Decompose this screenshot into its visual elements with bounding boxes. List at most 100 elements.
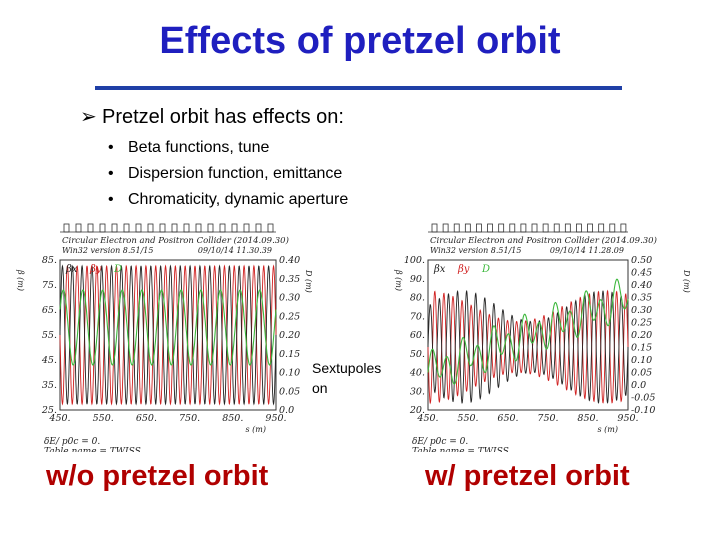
y-left-tick-label: 85. xyxy=(42,255,57,266)
y-right-tick-label: 0.10 xyxy=(279,368,300,379)
lattice-element-marker xyxy=(207,223,214,233)
y-right-tick-label: 0.45 xyxy=(631,268,652,279)
x-tick-label: 750. xyxy=(537,413,558,424)
y-left-axis-label: β (m) xyxy=(16,269,25,291)
y-right-tick-label: 0.35 xyxy=(279,274,300,285)
x-tick-label: 550. xyxy=(457,413,478,424)
lattice-element-marker xyxy=(159,223,166,233)
annotation-line-1: Sextupoles xyxy=(312,360,382,376)
chart-footer-energy: δE/ p0c = 0. xyxy=(44,437,100,447)
lattice-element-marker xyxy=(587,223,593,233)
y-right-tick-label: 0.50 xyxy=(631,255,652,266)
legend-entry: βx xyxy=(65,264,78,275)
y-left-tick-label: 90. xyxy=(410,274,425,285)
lattice-element-marker xyxy=(531,223,538,233)
y-right-tick-label: 0.25 xyxy=(631,318,652,329)
y-right-tick-label: 0.20 xyxy=(279,330,300,341)
y-right-axis-label: D (m) xyxy=(682,269,691,293)
lattice-element-marker xyxy=(564,223,571,233)
chart-footer-energy: δE/ p0c = 0. xyxy=(412,437,468,447)
y-left-tick-label: 45. xyxy=(41,355,57,366)
y-right-tick-label: 0.35 xyxy=(631,293,652,304)
lattice-element-marker xyxy=(464,223,471,233)
y-left-tick-label: 55. xyxy=(42,330,57,341)
y-left-tick-label: 50. xyxy=(410,349,425,360)
lattice-element-marker xyxy=(476,223,482,233)
lattice-element-marker xyxy=(111,223,118,233)
beta-x-series-line xyxy=(59,264,277,406)
caption-without-pretzel: w/o pretzel orbit xyxy=(46,460,269,492)
legend-entry: βy xyxy=(457,264,470,275)
beta-plot-without-pretzel: Circular Electron and Positron Collider … xyxy=(16,223,312,452)
lattice-element-marker xyxy=(498,223,505,233)
y-right-tick-label: -0.05 xyxy=(631,393,655,404)
lattice-element-marker xyxy=(453,223,460,233)
lattice-element-marker xyxy=(99,223,106,233)
lattice-element-marker xyxy=(255,223,262,233)
sub-bullet: Chromaticity, dynamic aperture xyxy=(108,187,348,213)
sub-bullet-list: Beta functions, tune Dispersion function… xyxy=(108,135,348,213)
y-left-tick-label: 30. xyxy=(410,386,425,397)
beta-plot-with-pretzel: Circular Electron and Positron Collider … xyxy=(394,223,691,452)
x-tick-label: 550. xyxy=(93,413,114,424)
y-right-axis-label: D (m) xyxy=(304,269,312,293)
slide-title: Effects of pretzel orbit xyxy=(159,20,561,62)
x-axis-label: s (m) xyxy=(246,425,266,434)
y-right-tick-label: 0.40 xyxy=(631,280,652,291)
lattice-element-marker xyxy=(243,223,250,233)
chart-timestamp: 09/10/14 11.28.09 xyxy=(550,246,624,255)
lattice-element-marker xyxy=(487,223,493,233)
x-tick-label: 950. xyxy=(617,413,638,424)
y-right-tick-label: 0.25 xyxy=(279,311,300,322)
x-tick-label: 850. xyxy=(222,413,243,424)
lattice-element-marker xyxy=(520,223,527,233)
y-right-tick-label: 0.15 xyxy=(279,349,300,360)
y-left-tick-label: 60. xyxy=(410,330,425,341)
sub-bullet: Beta functions, tune xyxy=(108,135,348,161)
chart-header: Circular Electron and Positron Collider … xyxy=(430,235,657,246)
y-right-tick-label: 0.10 xyxy=(631,355,652,366)
lattice-element-marker xyxy=(598,223,605,233)
x-tick-label: 450. xyxy=(416,413,438,424)
y-right-tick-label: 0.0 xyxy=(279,405,294,416)
y-left-tick-label: 20. xyxy=(409,405,425,416)
y-right-tick-label: 0.40 xyxy=(279,255,300,266)
x-tick-label: 950. xyxy=(265,413,286,424)
legend-entry: D xyxy=(481,264,490,275)
sextupoles-annotation: Sextupoles on xyxy=(312,358,381,398)
x-tick-label: 650. xyxy=(136,413,157,424)
chart-version: Win32 version 8.51/15 xyxy=(430,246,521,255)
lattice-element-marker xyxy=(267,223,274,233)
lattice-element-marker xyxy=(171,223,178,233)
main-bullet-text: Pretzel orbit has effects on: xyxy=(102,106,344,128)
x-tick-label: 650. xyxy=(497,413,518,424)
lattice-element-marker xyxy=(195,223,202,233)
y-left-tick-label: 70. xyxy=(410,311,425,322)
arrow-bullet-icon: ➢ xyxy=(80,106,97,128)
lattice-element-marker xyxy=(553,223,560,233)
chart-footer-table: Table name = TWISS xyxy=(44,447,141,452)
legend-entry: βx xyxy=(433,264,446,275)
x-tick-label: 450. xyxy=(48,413,70,424)
y-right-tick-label: 0.15 xyxy=(631,343,652,354)
x-tick-label: 750. xyxy=(179,413,200,424)
sub-bullet: Dispersion function, emittance xyxy=(108,161,348,187)
y-right-tick-label: 0.05 xyxy=(279,386,300,397)
lattice-element-marker xyxy=(442,223,449,233)
lattice-element-marker xyxy=(609,223,616,233)
y-left-tick-label: 35. xyxy=(42,380,57,391)
lattice-element-marker xyxy=(542,223,549,233)
y-right-tick-label: 0.20 xyxy=(631,330,652,341)
lattice-element-marker xyxy=(147,223,154,233)
y-right-tick-label: -0.10 xyxy=(631,405,655,416)
lattice-element-marker xyxy=(135,223,142,233)
dispersion-series-line xyxy=(427,278,629,385)
x-axis-label: s (m) xyxy=(598,425,618,434)
main-bullet: ➢ Pretzel orbit has effects on: xyxy=(80,104,344,129)
chart-header: Circular Electron and Positron Collider … xyxy=(62,235,289,246)
y-right-tick-label: 0.0 xyxy=(631,380,646,391)
y-left-tick-label: 80. xyxy=(410,293,425,304)
annotation-line-2: on xyxy=(312,380,328,396)
beta-x-series-line xyxy=(427,289,629,404)
y-left-tick-label: 75. xyxy=(42,280,57,291)
